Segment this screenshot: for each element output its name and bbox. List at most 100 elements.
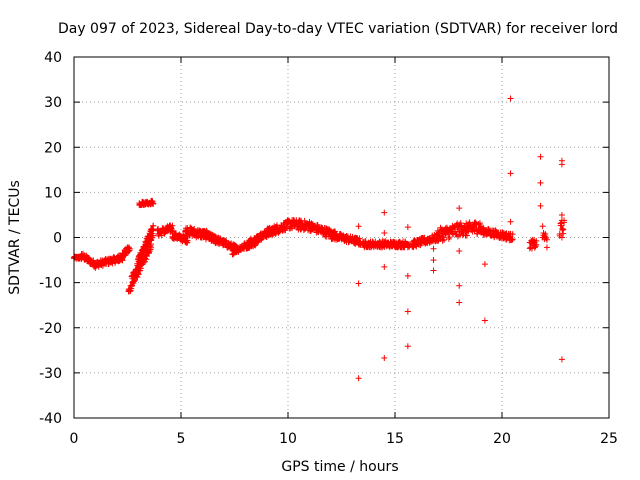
data-point [125,244,132,251]
data-point [463,232,470,239]
data-point [129,275,136,282]
x-tick-label: 15 [386,431,404,447]
data-point [537,179,544,186]
data-point [146,233,153,240]
y-tick-label: 40 [44,50,62,66]
chart-title: Day 097 of 2023, Sidereal Day-to-day VTE… [58,21,618,37]
data-point [131,272,138,279]
data-point [150,222,157,229]
data-point [184,239,191,246]
data-point [404,343,411,350]
data-point [509,236,516,243]
data-point [355,375,362,382]
data-point [456,248,463,255]
y-tick-label: -20 [39,321,62,337]
data-point [528,245,535,252]
data-point [126,245,133,252]
data-point [533,241,540,248]
data-point [492,228,499,235]
data-point [481,261,488,268]
data-point [135,256,142,263]
data-point [537,153,544,160]
y-tick-label: 10 [44,185,62,201]
data-point [446,234,453,241]
data-point [128,282,135,289]
data-point [150,232,157,239]
data-point [558,211,565,218]
data-point [381,209,388,216]
data-point [507,95,514,102]
data-point [558,161,565,168]
data-point [150,200,157,207]
data-point [182,238,189,245]
data-point [301,217,308,224]
data-point [404,308,411,315]
data-point [118,255,125,262]
data-point [558,217,565,224]
data-point [439,237,446,244]
data-point [456,282,463,289]
axis-ticks: 0 5 10 15 20 25 -40 -30 -20 -10 0 10 20 30 40 [39,50,618,447]
data-point [461,223,468,230]
data-point [558,356,565,363]
data-point [191,225,198,232]
data-point [381,263,388,270]
data-point [537,202,544,209]
y-axis-label: SDTVAR / TECUs [7,180,23,295]
x-axis-label: GPS time / hours [281,459,398,475]
data-point [434,227,441,234]
data-point [421,234,428,241]
x-tick-label: 10 [279,431,297,447]
data-point [381,229,388,236]
data-point [404,272,411,279]
y-tick-label: 0 [53,231,62,247]
data-point [456,205,463,212]
data-point [355,223,362,230]
x-tick-label: 20 [493,431,511,447]
y-tick-label: 30 [44,95,62,111]
data-point [560,230,567,237]
x-tick-label: 5 [177,431,186,447]
data-point [138,252,145,259]
data-point [139,247,146,254]
data-point [130,272,137,279]
data-points [71,95,568,382]
data-point [507,218,514,225]
data-point [441,236,448,243]
data-point [543,244,550,251]
data-point [137,260,144,267]
data-point [430,257,437,264]
data-point [143,241,150,248]
data-point [126,288,133,295]
data-point [437,224,444,231]
data-point [134,265,141,272]
data-point [532,243,539,250]
y-tick-label: -10 [39,276,62,292]
y-tick-label: 20 [44,140,62,156]
data-point [430,245,437,252]
data-point [558,234,565,241]
data-point [507,170,514,177]
data-point [194,232,201,239]
data-point [481,317,488,324]
data-point [404,224,411,231]
data-point [141,244,148,251]
data-point [381,354,388,361]
data-point [283,224,290,231]
data-point [79,251,86,258]
data-point [355,280,362,287]
data-point [169,222,176,229]
data-point [509,231,516,238]
data-point [90,257,97,264]
x-tick-label: 25 [600,431,618,447]
data-point [456,299,463,306]
data-point [356,235,363,242]
x-tick-label: 0 [70,431,79,447]
data-point [148,227,155,234]
data-point [430,267,437,274]
y-tick-label: -40 [39,411,62,427]
data-point [543,236,550,243]
y-tick-label: -30 [39,366,62,382]
data-point [559,225,566,232]
